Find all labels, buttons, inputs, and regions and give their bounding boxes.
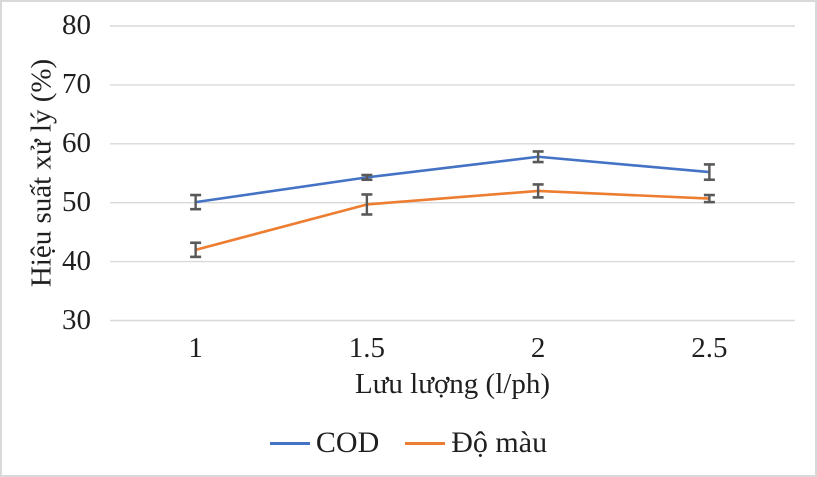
y-tick-label: 50: [62, 185, 91, 218]
y-tick-label: 30: [62, 303, 91, 336]
x-tick-label: 1: [188, 332, 203, 364]
legend-label-do-mau: Độ màu: [451, 426, 548, 459]
legend-item-cod: COD: [269, 426, 380, 460]
series-line-do-mau: [194, 189, 711, 252]
cod-line-sample: [269, 441, 310, 445]
y-tick-label: 60: [62, 126, 91, 159]
legend: COD Độ màu: [2, 426, 815, 460]
y-tick-label: 70: [62, 67, 91, 100]
y-tick-label: 40: [62, 244, 91, 277]
legend-item-do-mau: Độ màu: [405, 426, 547, 460]
legend-label-cod: COD: [315, 426, 380, 459]
series-line-cod: [194, 155, 711, 204]
x-axis-title: Lưu lượng (l/ph): [355, 368, 550, 400]
x-tick-label: 2: [530, 332, 546, 364]
x-tick-label: 2.5: [691, 332, 728, 364]
x-tick-label: 1.5: [348, 332, 385, 364]
do-mau-line-sample: [405, 441, 446, 445]
y-tick-label: 80: [62, 9, 91, 41]
y-axis-title: Hiệu suất xử lý (%): [25, 58, 58, 288]
